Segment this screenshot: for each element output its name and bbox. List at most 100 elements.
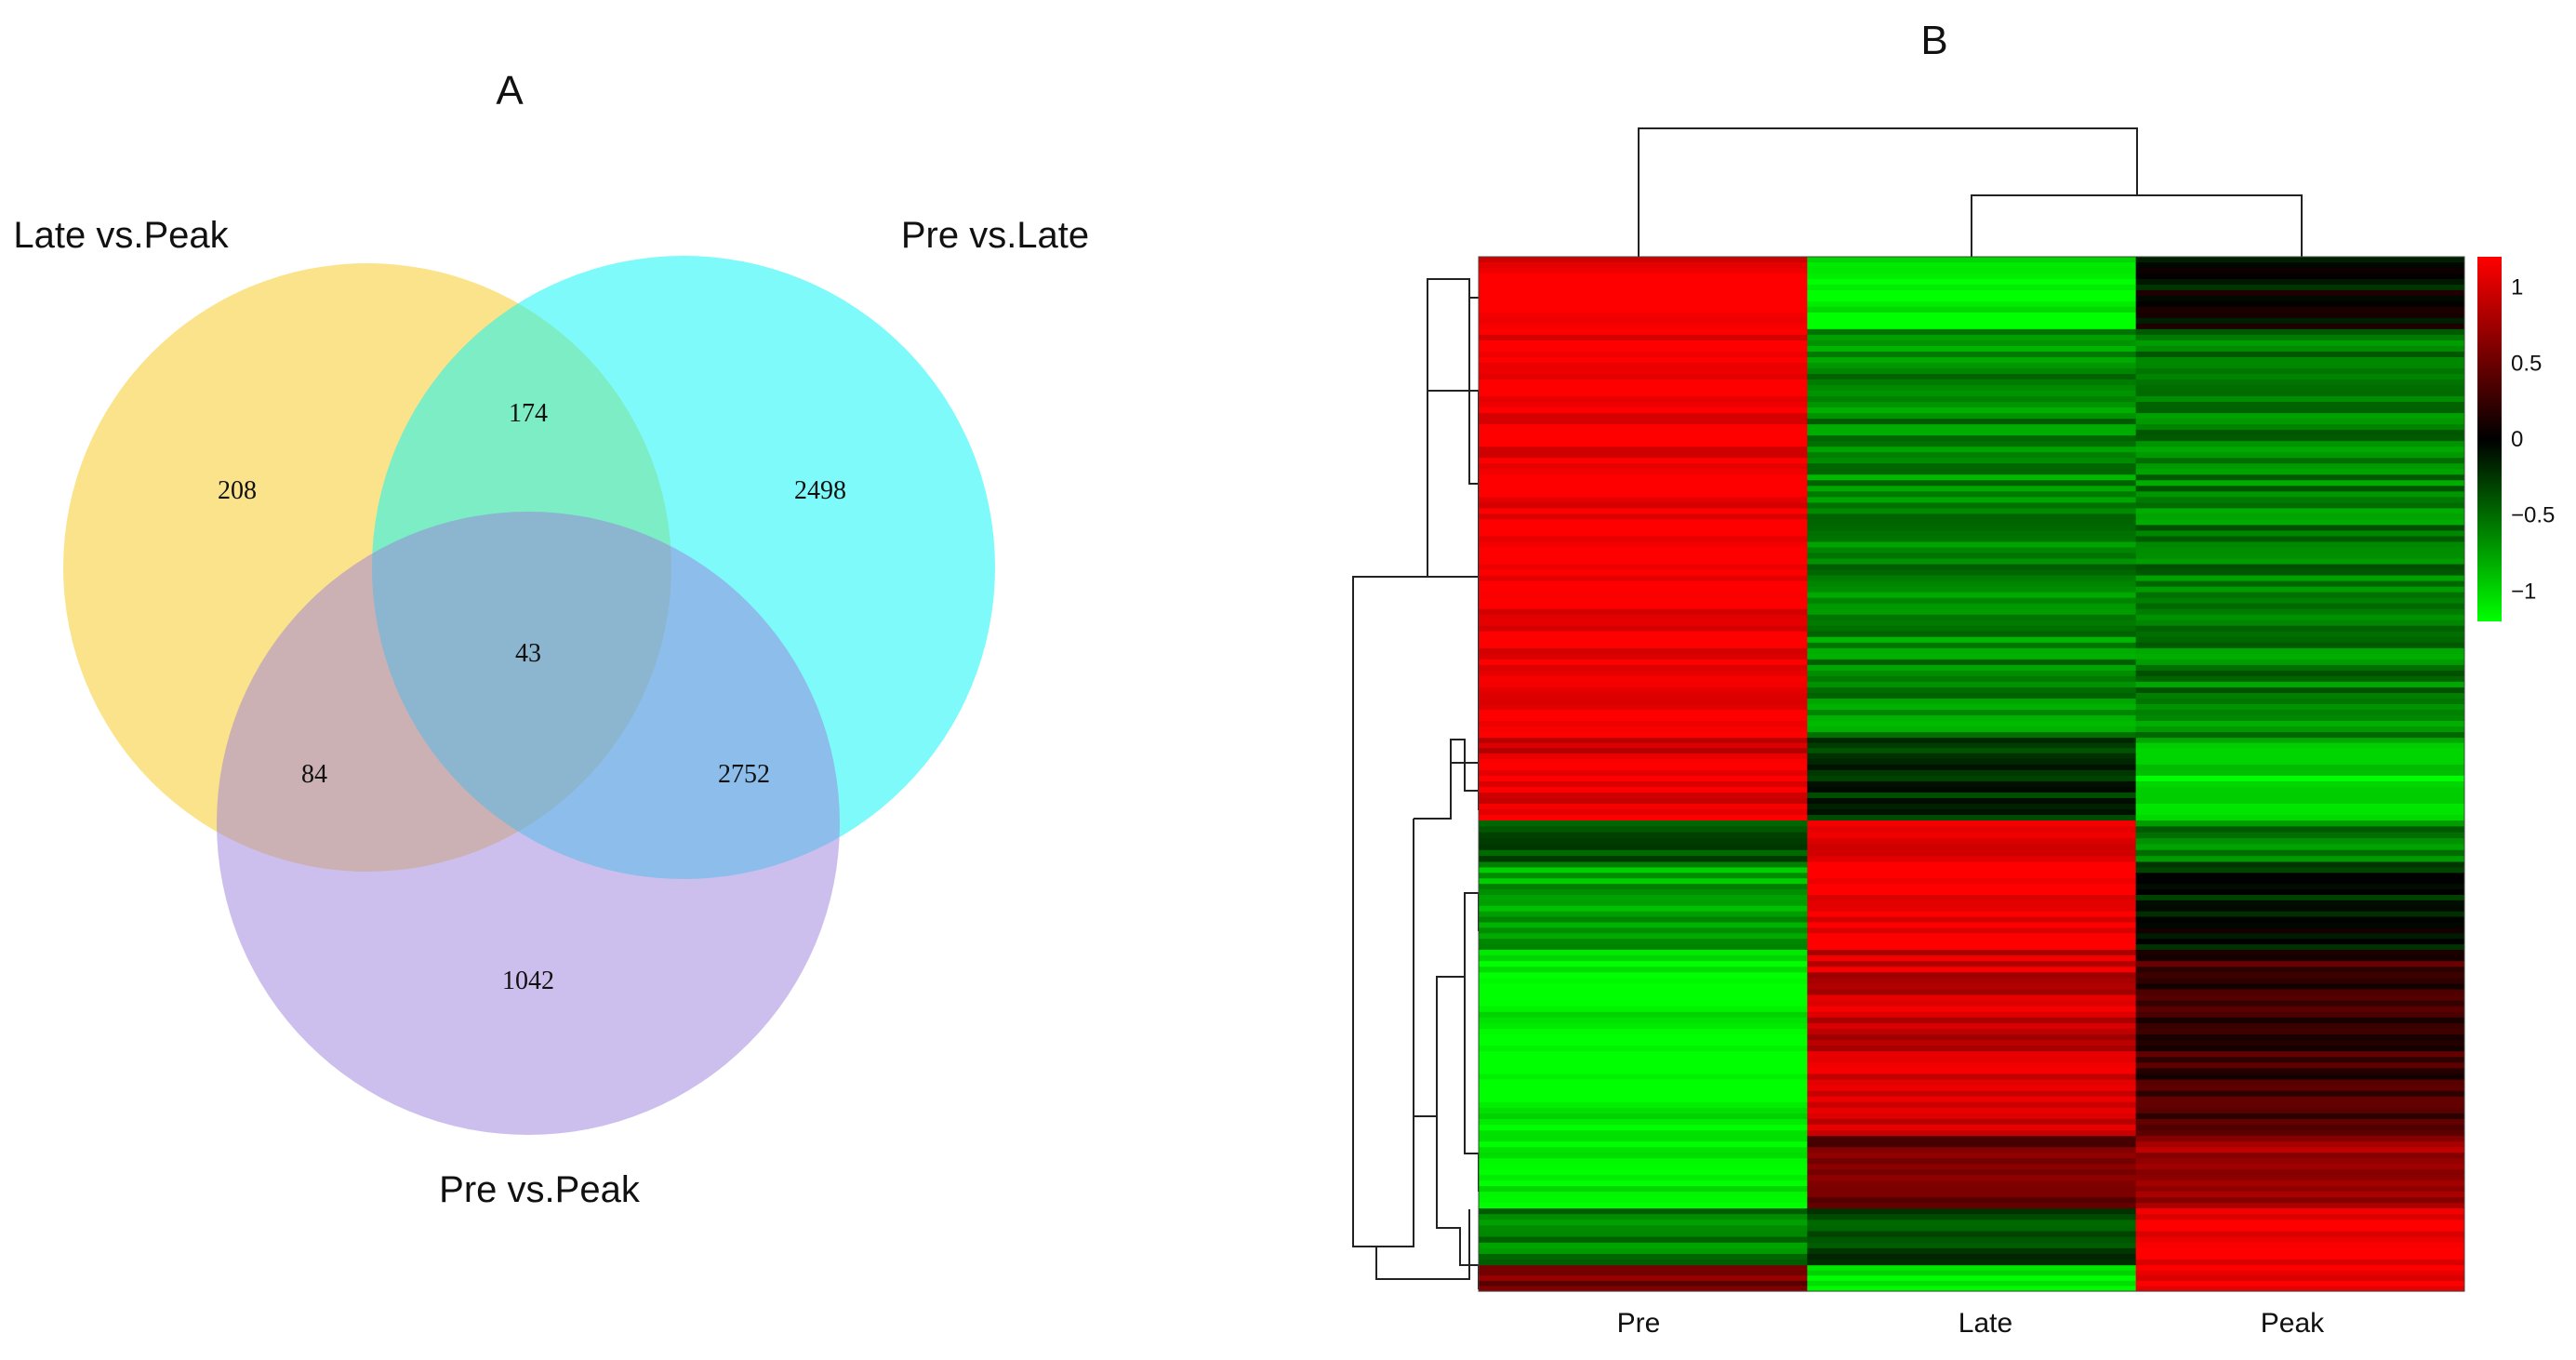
heatmap-cell [2135,1242,2465,1249]
heatmap-cell [1479,967,1808,973]
heatmap-cell [1479,328,1808,336]
heatmap-column-label-peak: Peak [2261,1308,2325,1339]
heatmap-cell [1479,1192,1808,1198]
heatmap-cell [2135,884,2465,890]
heatmap-cell [1479,636,1808,644]
heatmap-border [1478,256,2465,1292]
heatmap-cell [1807,849,2137,857]
heatmap-cell [1479,586,1808,593]
heatmap-cell [1807,1017,2137,1024]
heatmap-cell [1479,769,1808,777]
heatmap-cell [2135,508,2465,515]
heatmap-cell [1807,592,2137,599]
heatmap-cell [1807,1153,2137,1159]
heatmap-cell [2135,1186,2465,1193]
heatmap-cell [2135,815,2465,821]
heatmap-cell [1479,1125,1808,1131]
heatmap-cell [1807,1040,2137,1047]
heatmap-cell [1479,978,1808,985]
heatmap-cell [1807,497,2137,503]
heatmap-cell [1479,698,1808,705]
heatmap-cell [2135,1208,2465,1215]
heatmap-cell [1479,1225,1808,1233]
heatmap-cell [2135,861,2465,869]
heatmap-cell [2135,340,2465,347]
heatmap-cell [1479,1136,1808,1142]
heatmap-cell [2135,435,2465,442]
heatmap-cell [2135,1153,2465,1159]
heatmap-cell [1479,721,1808,727]
heatmap-cell [2135,905,2465,913]
heatmap-cell [2135,1046,2465,1052]
heatmap-cell [2135,675,2465,683]
heatmap-cell [2135,351,2465,358]
heatmap-cell [1479,1073,1808,1081]
heatmap-cell [1807,1286,2137,1292]
heatmap-cell [1807,764,2137,771]
heatmap-cell [2135,564,2465,571]
heatmap-cell [1479,1247,1808,1255]
heatmap-cell [2135,1158,2465,1165]
heatmap-cell [1479,379,1808,386]
heatmap-cell [1479,625,1808,633]
heatmap-cell [2135,838,2465,846]
heatmap-cell [1479,786,1808,793]
heatmap-cell [1807,1192,2137,1198]
heatmap-cell [1479,1203,1808,1209]
heatmap-cell [2135,513,2465,521]
heatmap-cell [1479,832,1808,839]
heatmap-cell [1479,323,1808,330]
heatmap-cell [1807,905,2137,913]
heatmap-cell [1479,345,1808,353]
heatmap-cell [1479,278,1808,286]
column-dendrogram [1638,127,2303,257]
heatmap-cell [1807,631,2137,638]
heatmap-cell [1479,1186,1808,1193]
heatmap-cell [1807,1011,2137,1019]
heatmap-cell [2135,1022,2465,1030]
heatmap-cell [1479,614,1808,621]
heatmap-cell [1807,564,2137,571]
heatmap-cell [2135,491,2465,498]
heatmap-cell [1807,715,2137,722]
heatmap-cell [1479,732,1808,739]
heatmap-cell [2135,419,2465,425]
heatmap-cell [1807,1175,2137,1181]
heatmap-cell [2135,653,2465,660]
heatmap-cell [2135,775,2465,782]
heatmap-cell [1479,508,1808,515]
heatmap-cell [1807,1236,2137,1244]
heatmap-cell [2135,530,2465,538]
heatmap-cell [1479,709,1808,716]
heatmap-cell [1479,513,1808,521]
heatmap-cell [1807,797,2137,805]
heatmap-cell [1479,1141,1808,1148]
heatmap-cell [2135,703,2465,711]
heatmap-cell [2135,636,2465,644]
heatmap-cell [1807,1073,2137,1081]
heatmap-cell [1807,786,2137,793]
heatmap-cell [1479,642,1808,649]
heatmap-cell [1479,525,1808,532]
heatmap-cell [1479,849,1808,857]
heatmap-cell [2135,753,2465,760]
heatmap-cell [1479,878,1808,885]
heatmap-cell [2135,1068,2465,1075]
heatmap-cell [1479,396,1808,403]
heatmap-cell [2135,1203,2465,1209]
heatmap-cell [1479,407,1808,414]
heatmap-cell [2135,300,2465,308]
venn-set-label-pre-vs-late: Pre vs.Late [901,215,1089,256]
heatmap-cell [1479,1214,1808,1220]
heatmap-cell [1807,1275,2137,1282]
heatmap-cell [2135,803,2465,810]
heatmap-cell [2135,659,2465,666]
heatmap-cell [2135,939,2465,945]
heatmap-cell [2135,463,2465,470]
heatmap-cell [1807,469,2137,475]
heatmap-cell [1479,1169,1808,1176]
heatmap-cell [2135,994,2465,1002]
heatmap-cell [1807,447,2137,453]
heatmap-cell [2135,362,2465,369]
